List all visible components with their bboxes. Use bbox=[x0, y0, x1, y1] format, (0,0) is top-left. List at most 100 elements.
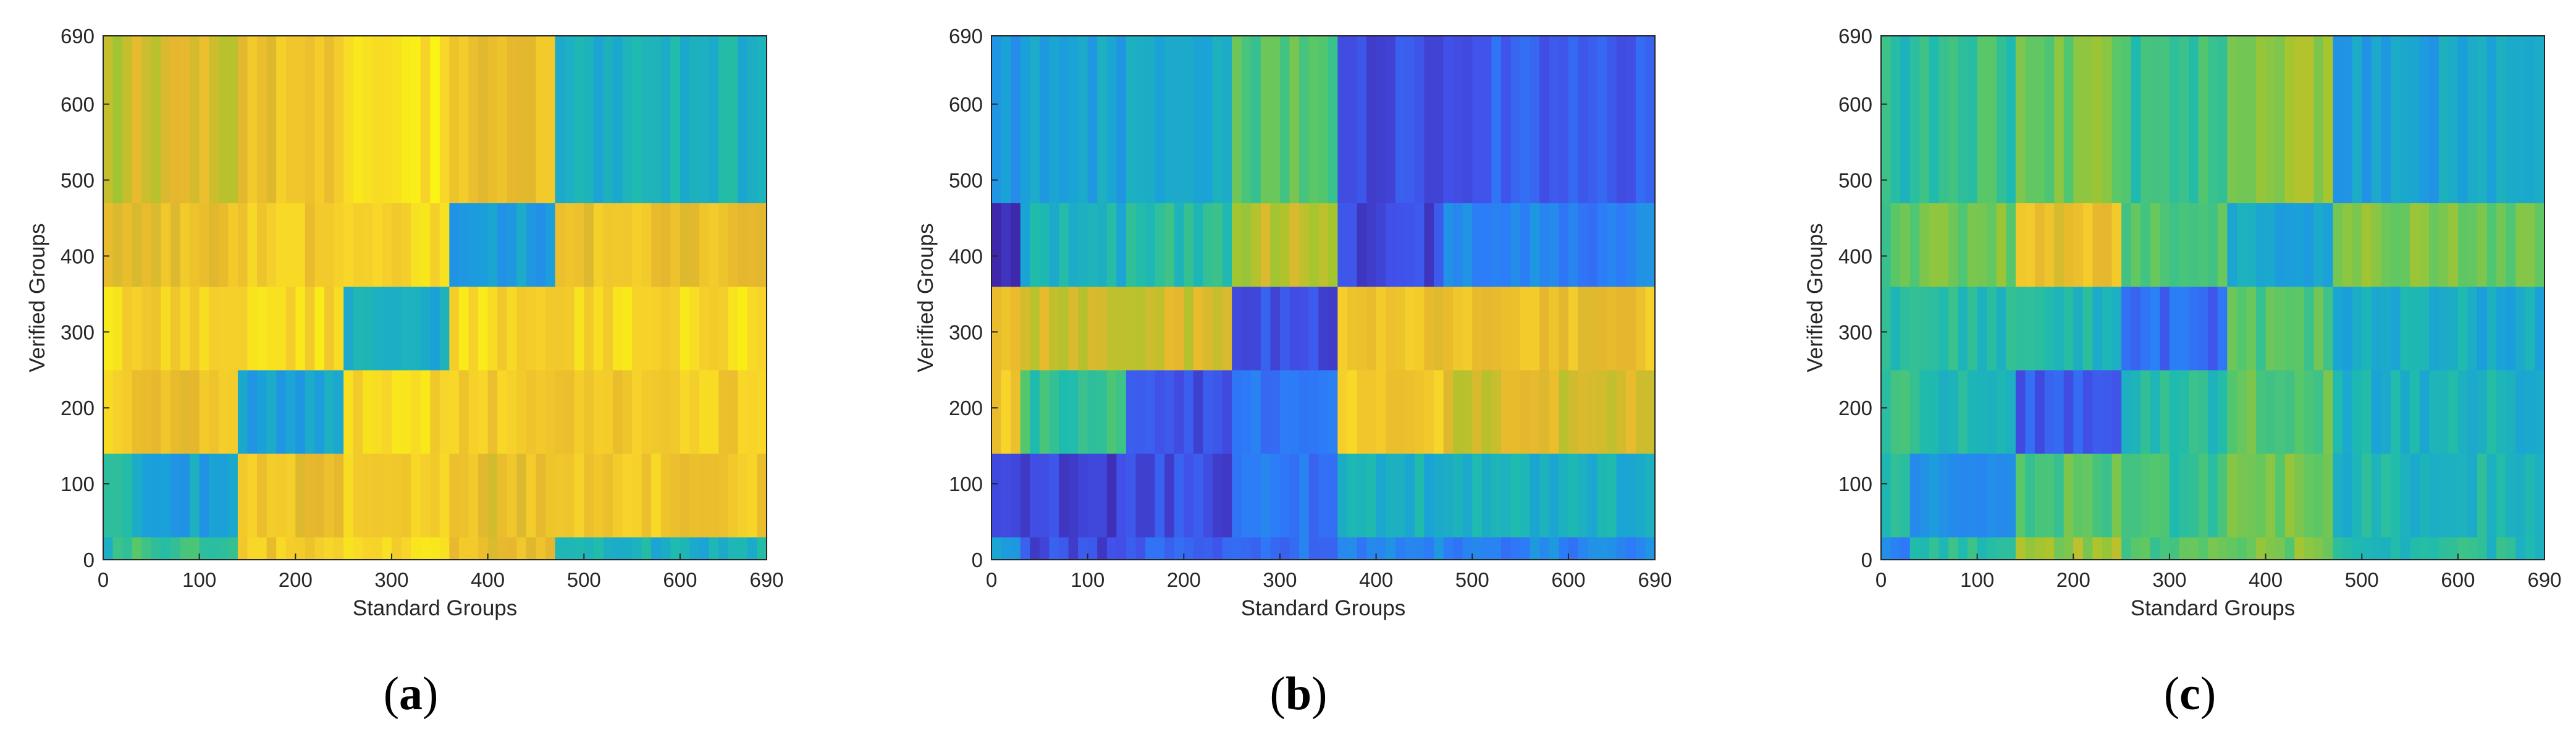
heatmap-cell bbox=[2352, 453, 2362, 537]
heatmap-cell bbox=[1116, 537, 1127, 560]
heatmap-cell bbox=[738, 537, 748, 560]
heatmap-cell bbox=[2227, 203, 2237, 287]
heatmap-cell bbox=[180, 537, 190, 560]
heatmap-cell bbox=[2006, 369, 2016, 454]
heatmap-cell bbox=[1996, 537, 2006, 560]
heatmap-cell bbox=[237, 369, 248, 454]
heatmap-cell bbox=[170, 36, 181, 203]
heatmap-cell bbox=[2160, 369, 2170, 454]
heatmap-cell bbox=[1568, 369, 1579, 454]
heatmap-cell bbox=[1366, 453, 1377, 537]
heatmap-cell bbox=[199, 537, 209, 560]
heatmap-cell bbox=[478, 369, 489, 454]
heatmap-cell bbox=[574, 453, 584, 537]
heatmap-cell bbox=[2333, 369, 2343, 454]
heatmap-cell bbox=[526, 36, 537, 203]
heatmap-cell bbox=[603, 537, 613, 560]
heatmap-cell bbox=[161, 453, 171, 537]
heatmap-cell bbox=[2179, 203, 2189, 287]
heatmap-cell bbox=[1453, 453, 1463, 537]
heatmap-cell bbox=[1635, 453, 1646, 537]
heatmap-cell bbox=[1174, 537, 1184, 560]
heatmap-cell bbox=[411, 203, 421, 287]
heatmap-cell bbox=[401, 453, 411, 537]
heatmap-cell bbox=[2208, 537, 2218, 560]
heatmap-cell bbox=[363, 286, 373, 371]
heatmap-cell bbox=[401, 537, 411, 560]
heatmap-cell bbox=[2333, 36, 2343, 203]
heatmap-cell bbox=[1948, 453, 1959, 537]
heatmap-cell bbox=[161, 203, 171, 287]
heatmap-cell bbox=[1635, 36, 1646, 203]
heatmap-cell bbox=[1193, 537, 1204, 560]
heatmap-cell bbox=[449, 203, 460, 287]
heatmap-cell bbox=[391, 36, 402, 203]
heatmap-cell bbox=[1318, 286, 1329, 371]
heatmap-cell bbox=[2265, 453, 2276, 537]
heatmap-cell bbox=[2333, 453, 2343, 537]
heatmap-cell bbox=[478, 537, 489, 560]
heatmap-cell bbox=[1049, 369, 1059, 454]
heatmap-cell bbox=[2015, 36, 2026, 203]
heatmap-cell bbox=[1578, 36, 1588, 203]
heatmap-cell bbox=[334, 453, 344, 537]
heatmap-cell bbox=[420, 369, 431, 454]
heatmap-cell bbox=[1900, 36, 1911, 203]
heatmap-cell bbox=[1501, 286, 1512, 371]
heatmap-cell bbox=[991, 453, 1002, 537]
heatmap-cell bbox=[2150, 36, 2160, 203]
heatmap-cell bbox=[1116, 369, 1127, 454]
heatmap-cell bbox=[247, 369, 258, 454]
heatmap-cell bbox=[2275, 203, 2286, 287]
x-tick-label: 200 bbox=[1167, 568, 1201, 591]
heatmap-cell bbox=[363, 537, 373, 560]
heatmap-cell bbox=[2236, 537, 2247, 560]
heatmap-cell bbox=[1530, 453, 1540, 537]
heatmap-cell bbox=[1909, 36, 1920, 203]
heatmap-cell bbox=[372, 537, 382, 560]
heatmap-cell bbox=[285, 369, 296, 454]
heatmap-cell bbox=[2044, 203, 2055, 287]
heatmap-cell bbox=[1222, 369, 1232, 454]
heatmap-cell bbox=[757, 453, 767, 537]
heatmap-cell bbox=[709, 203, 719, 287]
heatmap-cell bbox=[699, 453, 710, 537]
heatmap-cell bbox=[1938, 203, 1949, 287]
heatmap-cell bbox=[2486, 453, 2497, 537]
heatmap-cell bbox=[1958, 36, 1968, 203]
heatmap-cell bbox=[1020, 203, 1030, 287]
heatmap-cell bbox=[2246, 286, 2257, 371]
heatmap-cell bbox=[411, 369, 421, 454]
heatmap-cell bbox=[2323, 537, 2334, 560]
heatmap-cell bbox=[603, 286, 613, 371]
heatmap-cell bbox=[1530, 537, 1540, 560]
heatmap-cell bbox=[468, 453, 479, 537]
heatmap-cell bbox=[1900, 369, 1911, 454]
axes-box bbox=[991, 35, 1656, 560]
heatmap-cell bbox=[565, 203, 575, 287]
heatmap-cell bbox=[1001, 203, 1011, 287]
heatmap-cell bbox=[2236, 36, 2247, 203]
heatmap-cell bbox=[1607, 203, 1617, 287]
heatmap-cell bbox=[228, 36, 238, 203]
heatmap-cell bbox=[353, 286, 363, 371]
heatmap-cell bbox=[1232, 537, 1242, 560]
heatmap-cell bbox=[314, 453, 325, 537]
heatmap-cell bbox=[1087, 369, 1098, 454]
heatmap-cell bbox=[2092, 369, 2103, 454]
heatmap-cell bbox=[2323, 453, 2334, 537]
heatmap-cell bbox=[2448, 369, 2459, 454]
heatmap-cell bbox=[2313, 286, 2324, 371]
heatmap-cell bbox=[1938, 286, 1949, 371]
y-tick-label: 0 bbox=[1861, 549, 1872, 571]
heatmap-cell bbox=[718, 286, 729, 371]
heatmap-cell bbox=[718, 36, 729, 203]
heatmap-cell bbox=[430, 453, 440, 537]
heatmap-cell bbox=[1251, 453, 1261, 537]
heatmap-cell bbox=[680, 203, 691, 287]
heatmap-cell bbox=[228, 537, 238, 560]
heatmap-cell bbox=[689, 286, 700, 371]
heatmap-cell bbox=[1270, 203, 1281, 287]
heatmap-cell bbox=[247, 36, 258, 203]
heatmap-cell bbox=[1241, 369, 1252, 454]
